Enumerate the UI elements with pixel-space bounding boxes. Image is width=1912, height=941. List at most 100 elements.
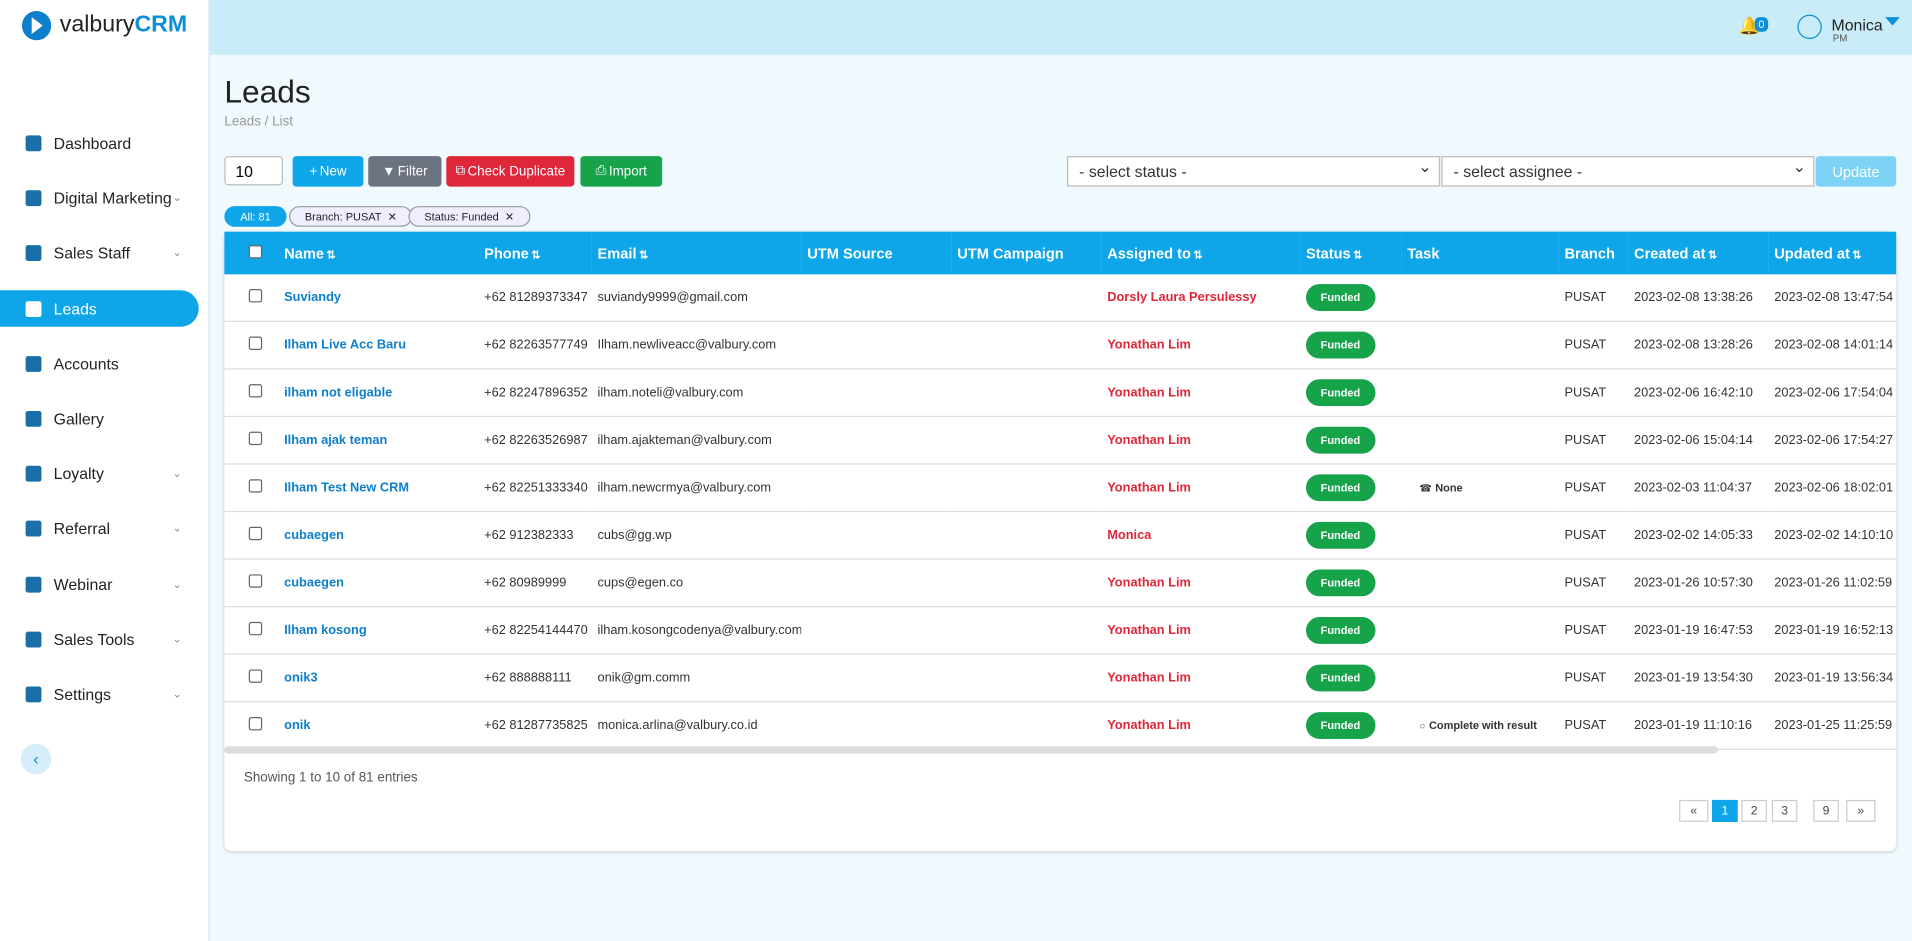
cell: Yonathan Lim — [1101, 321, 1300, 370]
lead-name[interactable]: Ilham Live Acc Baru — [284, 337, 407, 353]
page-button[interactable]: » — [1846, 799, 1876, 822]
logo[interactable]: valburyCRM — [21, 10, 187, 42]
page-button[interactable]: « — [1679, 799, 1709, 822]
lead-name[interactable]: Ilham kosong — [284, 623, 367, 638]
cell-text: +62 82263526987 — [484, 432, 588, 448]
row-checkbox[interactable] — [248, 717, 263, 731]
header-cell[interactable]: Name ⇅ — [278, 231, 479, 275]
cell — [224, 463, 279, 513]
task-label: Complete with result — [1428, 719, 1537, 732]
page-button[interactable]: 1 — [1712, 799, 1738, 822]
chip-label: Branch: PUSAT — [304, 210, 382, 224]
lead-name[interactable]: onik — [284, 718, 311, 733]
page-button[interactable]: 9 — [1813, 799, 1839, 822]
page-button[interactable]: 3 — [1771, 799, 1798, 822]
user-name[interactable]: Monica — [1831, 15, 1883, 35]
cell — [1401, 606, 1559, 655]
filter-chip[interactable]: Status: Funded ✕ — [408, 206, 530, 227]
button-label: New — [319, 164, 347, 179]
notification-badge: 0 — [1754, 17, 1769, 32]
row-checkbox[interactable] — [248, 669, 263, 683]
row-checkbox[interactable] — [248, 288, 263, 303]
row-checkbox[interactable] — [248, 574, 263, 588]
column-label: Task — [1407, 244, 1440, 262]
nav-item[interactable]: Leads — [0, 290, 199, 327]
assignee-select[interactable]: - select assignee - — [1441, 152, 1815, 187]
sort-icon: ⇅ — [1353, 248, 1363, 261]
status-badge: Funded — [1305, 664, 1375, 692]
button-label: Filter — [397, 164, 428, 179]
lead-name[interactable]: Ilham ajak teman — [284, 432, 388, 448]
chip-remove[interactable]: ✕ — [504, 210, 515, 224]
nav-item[interactable]: Loyalty ⌄ — [0, 455, 199, 492]
row-checkbox[interactable] — [248, 384, 263, 398]
header-cell[interactable]: Created at ⇅ — [1627, 231, 1769, 275]
nav-item[interactable]: Webinar ⌄ — [0, 566, 199, 603]
status-badge: Funded — [1305, 617, 1375, 644]
breadcrumb[interactable]: Leads / List — [224, 114, 293, 130]
nav-chevron: ⌄ — [172, 466, 182, 479]
row-checkbox[interactable] — [248, 431, 263, 446]
status-select[interactable]: - select status - — [1066, 152, 1441, 187]
lead-name[interactable]: ilham not eligable — [284, 385, 393, 400]
cell-text: 2023-01-26 11:02:59 — [1774, 575, 1893, 591]
sort-icon: ⇅ — [1852, 248, 1862, 261]
user-menu-caret[interactable] — [1885, 17, 1900, 26]
row-checkbox[interactable] — [248, 479, 263, 493]
chip-remove[interactable]: ✕ — [387, 210, 397, 224]
nav-item[interactable]: Digital Marketing ⌄ — [0, 179, 199, 216]
header-cell[interactable]: Assigned to ⇅ — [1101, 231, 1300, 275]
nav-item[interactable]: Sales Tools ⌄ — [0, 621, 199, 658]
cell: 2023-02-06 16:42:10 — [1627, 368, 1769, 418]
cell: +62 82254144470 — [478, 606, 592, 655]
sort-icon: ⇅ — [531, 248, 541, 261]
nav-item[interactable]: Accounts — [0, 345, 199, 382]
nav-item[interactable]: Sales Staff ⌄ — [0, 234, 199, 271]
cell-text: 2023-01-26 10:57:30 — [1633, 575, 1753, 591]
nav-item[interactable]: Gallery — [0, 400, 199, 437]
update-button[interactable]: Update — [1815, 156, 1897, 187]
cell: Suviandy — [278, 274, 479, 322]
toolbar-button[interactable]: ⎙ Import — [580, 156, 663, 187]
lead-name[interactable]: Ilham Test New CRM — [284, 480, 410, 496]
row-checkbox[interactable] — [248, 526, 263, 541]
select-all-checkbox[interactable] — [248, 244, 263, 258]
nav-item[interactable]: Dashboard — [0, 124, 199, 161]
toolbar-button[interactable]: + New — [292, 156, 364, 187]
nav-label: Dashboard — [53, 133, 132, 152]
header-cell[interactable]: Updated at ⇅ — [1768, 231, 1897, 275]
row-checkbox[interactable] — [248, 621, 263, 636]
cell — [224, 654, 279, 703]
lead-name[interactable]: cubaegen — [284, 575, 344, 591]
cell: cubaegen — [278, 511, 479, 560]
row-checkbox[interactable] — [248, 336, 263, 350]
cell: 2023-02-06 18:02:01 — [1768, 463, 1897, 513]
lead-name[interactable]: Suviandy — [284, 290, 342, 305]
header-cell[interactable]: Phone ⇅ — [478, 231, 592, 275]
filter-chip[interactable]: Branch: PUSAT ✕ — [288, 206, 413, 227]
nav-item[interactable]: Referral ⌄ — [0, 510, 199, 547]
toolbar-button[interactable]: ▼ Filter — [368, 156, 442, 187]
cell: +62 912382333 — [478, 511, 592, 560]
page-size-select[interactable]: 10 — [224, 156, 283, 186]
header-cell[interactable]: Status ⇅ — [1299, 231, 1402, 275]
toolbar-button[interactable]: ⧉ Check Duplicate — [446, 156, 575, 187]
cell-text: suviandy9999@gmail.com — [597, 290, 748, 305]
cell-text: PUSAT — [1564, 432, 1607, 448]
scrollbar[interactable] — [224, 746, 1719, 754]
nav-item[interactable]: Settings ⌄ — [0, 676, 199, 713]
avatar[interactable] — [1797, 14, 1822, 40]
page-button[interactable]: 2 — [1741, 799, 1767, 822]
lead-name[interactable]: onik3 — [284, 670, 318, 686]
filter-chip[interactable]: All: 81 — [224, 206, 287, 227]
cell — [801, 416, 952, 465]
collapse-button[interactable]: ‹ — [20, 743, 52, 775]
cell: ☎ None — [1401, 463, 1559, 513]
column-label: Branch — [1564, 244, 1615, 262]
cell-text: Ilham.newliveacc@valbury.com — [597, 337, 777, 353]
header-cell[interactable]: Email ⇅ — [591, 231, 802, 275]
cell-text: PUSAT — [1564, 718, 1607, 733]
nav-chevron: ⌄ — [172, 521, 182, 534]
lead-name[interactable]: cubaegen — [284, 528, 344, 543]
